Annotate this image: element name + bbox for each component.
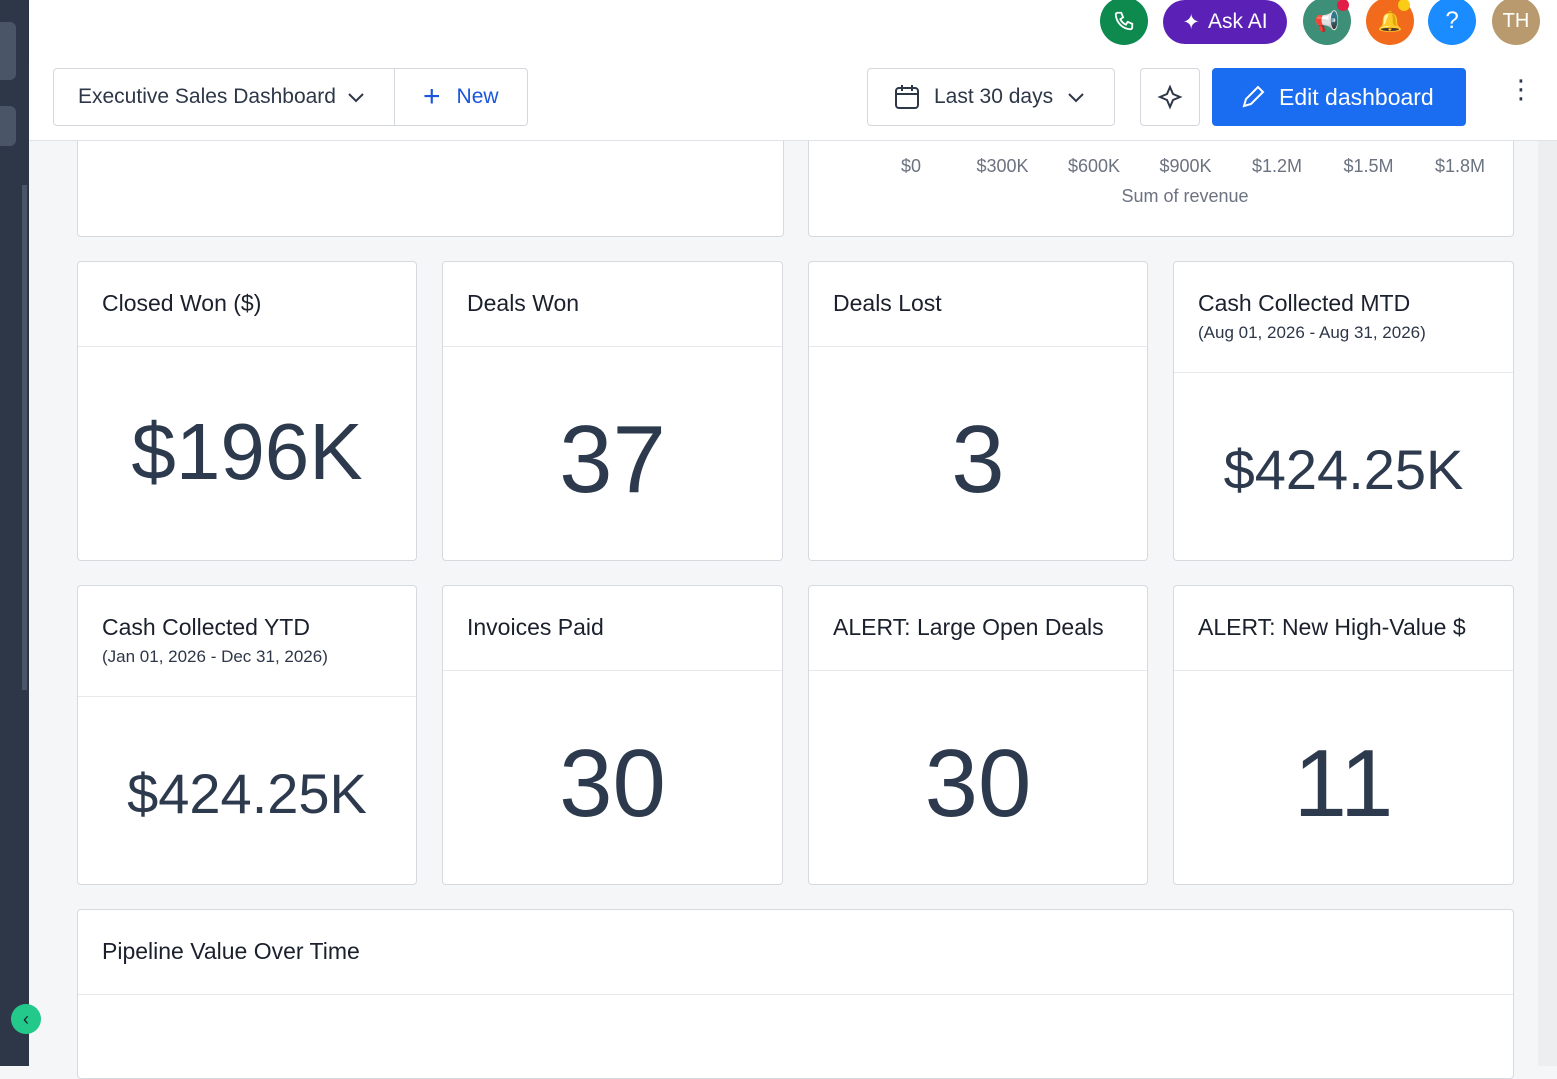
card-value: 3 — [951, 406, 1005, 513]
scrollbar — [1538, 140, 1557, 1066]
card-value: 37 — [559, 406, 666, 513]
sidebar-tab[interactable] — [0, 22, 16, 80]
card-header: Deals Lost — [809, 262, 1147, 347]
avatar-initials: TH — [1502, 9, 1530, 32]
sidebar: ‹ — [0, 0, 41, 1066]
card-title: Pipeline Value Over Time — [102, 938, 360, 964]
card-header: Deals Won — [443, 262, 782, 347]
card-value: 30 — [924, 730, 1032, 837]
sparkle-icon: ✦ — [1182, 10, 1201, 34]
kpi-card: Closed Won ($) $196K — [77, 261, 417, 561]
ask-ai-label: Ask AI — [1208, 10, 1268, 33]
kpi-card: Cash Collected YTD (Jan 01, 2026 - Dec 31… — [77, 585, 417, 885]
card-value: $424.25K — [127, 762, 367, 825]
card-title: Deals Lost — [833, 290, 942, 316]
card-title: Invoices Paid — [467, 614, 604, 640]
top-bar: ✦ Ask AI 📢 🔔 ? TH — [29, 0, 1557, 60]
kpi-card: Deals Lost 3 — [808, 261, 1148, 561]
dashboard-select[interactable]: Executive Sales Dashboard — [53, 68, 395, 126]
card-header: Pipeline Value Over Time — [78, 910, 1513, 995]
card-value: $424.25K — [1223, 438, 1464, 501]
axis-tick: $1.2M — [1251, 156, 1303, 176]
axis-label: Sum of revenue — [1121, 186, 1249, 206]
card-title: Deals Won — [467, 290, 580, 316]
card-subtitle: (Jan 01, 2026 - Dec 31, 2026) — [102, 647, 328, 666]
card-header: Cash Collected YTD (Jan 01, 2026 - Dec 31… — [78, 586, 416, 697]
pipeline-card: Pipeline Value Over Time — [77, 909, 1514, 1079]
card-header: ALERT: Large Open Deals — [809, 586, 1147, 671]
kpi-card: Cash Collected MTD (Aug 01, 2026 - Aug 31… — [1173, 261, 1514, 561]
new-label: New — [456, 85, 499, 108]
notifications-button[interactable]: 🔔 — [1366, 0, 1414, 45]
sidebar-tab[interactable] — [0, 106, 16, 146]
card-title: Cash Collected YTD — [102, 614, 310, 640]
card-header: Closed Won ($) — [78, 262, 416, 347]
card-value: 11 — [1293, 730, 1394, 837]
card-header: Cash Collected MTD (Aug 01, 2026 - Aug 31… — [1174, 262, 1513, 373]
announcements-button[interactable]: 📢 — [1303, 0, 1351, 45]
new-button[interactable]: + New — [394, 68, 528, 126]
avatar[interactable]: TH — [1492, 0, 1540, 45]
ai-button[interactable] — [1140, 68, 1200, 126]
card-header: Invoices Paid — [443, 586, 782, 671]
kpi-card: ALERT: New High-Value $ 11 — [1173, 585, 1514, 885]
phone-button[interactable] — [1100, 0, 1148, 45]
edit-dashboard-button[interactable]: Edit dashboard — [1212, 68, 1466, 126]
card-title: ALERT: Large Open Deals — [833, 614, 1104, 640]
help-label: ? — [1445, 7, 1459, 34]
date-range-label: Last 30 days — [934, 85, 1054, 108]
axis-tick: $1.5M — [1343, 156, 1394, 176]
date-range-select[interactable]: Last 30 days — [867, 68, 1115, 126]
phone-icon — [1114, 11, 1134, 31]
help-button[interactable]: ? — [1428, 0, 1476, 45]
more-button[interactable]: ⋮ — [1508, 74, 1534, 104]
axis-tick: $900K — [1159, 156, 1212, 176]
toolbar: Executive Sales Dashboard + New Last 30 d… — [29, 60, 1557, 141]
card-title: Closed Won ($) — [102, 290, 262, 316]
card-title: Cash Collected MTD — [1198, 290, 1411, 316]
axis-tick: $600K — [1067, 156, 1121, 176]
edit-label: Edit dashboard — [1279, 83, 1434, 110]
axis-tick: $300K — [976, 156, 1029, 176]
card-value: 30 — [559, 730, 666, 837]
axis-tick: $1.8M — [1434, 156, 1486, 176]
card-subtitle: (Aug 01, 2026 - Aug 31, 2026) — [1198, 323, 1426, 342]
kpi-card: ALERT: Large Open Deals 30 — [808, 585, 1148, 885]
kpi-card: Deals Won 37 — [442, 261, 783, 561]
collapse-button[interactable]: ‹ — [11, 1004, 41, 1034]
sidebar-scroll — [22, 185, 27, 690]
ask-ai-button[interactable]: ✦ Ask AI — [1163, 0, 1287, 44]
dashboard-name: Executive Sales Dashboard — [78, 85, 336, 108]
axis-tick: $0 — [900, 156, 922, 176]
kpi-card: Invoices Paid 30 — [442, 585, 783, 885]
card-value: $196K — [131, 407, 363, 496]
card-header: ALERT: New High-Value $ — [1174, 586, 1513, 671]
card-title: ALERT: New High-Value $ — [1198, 614, 1466, 640]
